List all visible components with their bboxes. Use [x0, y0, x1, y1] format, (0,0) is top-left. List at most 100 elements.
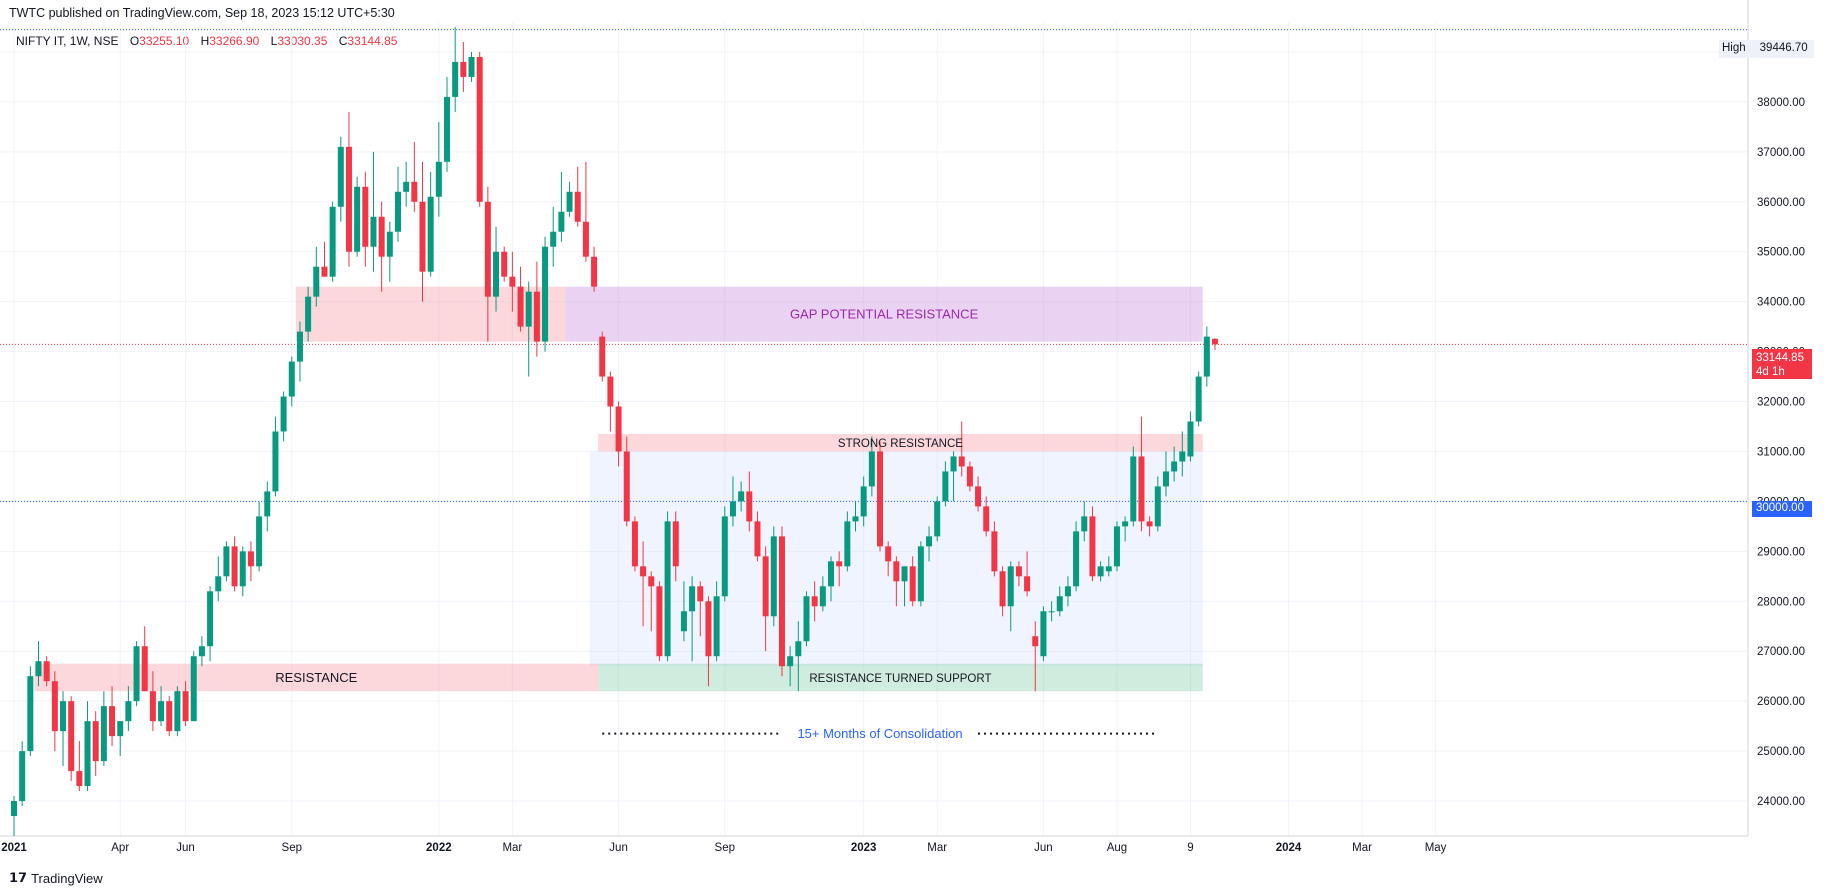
- candle-body: [1187, 421, 1194, 457]
- candle: [1130, 446, 1137, 527]
- candle: [917, 541, 924, 607]
- candle: [582, 161, 589, 262]
- symbol-name[interactable]: NIFTY IT, 1W, NSE: [16, 34, 119, 48]
- candle-body: [558, 211, 565, 232]
- candle: [280, 391, 287, 442]
- candle: [991, 521, 998, 577]
- candle: [966, 461, 973, 492]
- high-label: H: [200, 34, 210, 48]
- x-tick-label: Sep: [715, 842, 735, 854]
- candle: [329, 201, 336, 282]
- x-tick-label: Jun: [1034, 842, 1053, 854]
- candle-body: [999, 571, 1006, 607]
- candle: [550, 206, 557, 267]
- candle-body: [1105, 566, 1112, 572]
- level-price-tag: 30000.00: [1752, 501, 1812, 517]
- candle-body: [109, 706, 116, 737]
- candle: [885, 541, 892, 577]
- candle: [689, 576, 696, 662]
- candle-body: [713, 596, 720, 657]
- candle-body: [215, 576, 222, 592]
- candle: [427, 171, 434, 277]
- candle: [1203, 326, 1210, 387]
- zone-label: RESISTANCE: [275, 670, 357, 685]
- candle: [975, 476, 982, 512]
- candle-body: [435, 161, 442, 197]
- candle-body: [631, 521, 638, 567]
- candle-body: [133, 646, 140, 702]
- x-tick-label: 2021: [1, 842, 27, 854]
- x-tick-label: Jun: [176, 842, 195, 854]
- candle-body: [819, 586, 826, 607]
- candle-body: [476, 56, 483, 202]
- candle: [419, 161, 426, 302]
- current-price-value: 33144.85: [1756, 352, 1804, 364]
- x-tick-label: 2022: [426, 842, 452, 854]
- candle: [362, 171, 369, 267]
- candle: [795, 621, 802, 692]
- candle: [198, 636, 205, 667]
- x-tick-label: Mar: [502, 842, 522, 854]
- candle: [558, 171, 565, 242]
- candle: [1154, 476, 1161, 532]
- candle: [542, 236, 549, 352]
- candle-body: [901, 566, 908, 582]
- zone-label: STRONG RESISTANCE: [838, 438, 963, 450]
- candle: [370, 151, 377, 272]
- candle: [844, 511, 851, 572]
- y-tick-label: 38000.00: [1757, 97, 1805, 109]
- candle: [787, 646, 794, 687]
- candle: [394, 166, 401, 242]
- candle: [1056, 586, 1063, 617]
- candle: [68, 696, 75, 782]
- candle-body: [92, 721, 99, 762]
- candle: [493, 226, 500, 312]
- candle-body: [729, 501, 736, 517]
- candle-body: [484, 201, 491, 297]
- y-tick-label: 37000.00: [1757, 147, 1805, 159]
- candle-body: [542, 246, 549, 342]
- x-tick-label: Aug: [1107, 842, 1127, 854]
- candle: [762, 546, 769, 652]
- candle-body: [762, 556, 769, 617]
- candle: [640, 541, 647, 627]
- candle: [860, 476, 867, 527]
- candle-body: [975, 486, 982, 507]
- candle-body: [599, 336, 606, 377]
- candle-body: [329, 206, 336, 277]
- consolidation-label: 15+ Months of Consolidation: [797, 726, 962, 741]
- open-label: O: [129, 34, 140, 48]
- candle: [1007, 561, 1014, 632]
- candle: [828, 556, 834, 602]
- candle: [819, 576, 826, 612]
- candle-body: [828, 561, 834, 587]
- candle-body: [501, 251, 508, 277]
- candle-body: [1138, 456, 1145, 522]
- candle-body: [468, 56, 475, 77]
- candle: [444, 76, 451, 172]
- tradingview-logo[interactable]: 𝟭𝟳 TradingView: [9, 870, 103, 886]
- candle-body: [738, 491, 745, 502]
- candle-body: [321, 266, 328, 277]
- candle: [705, 596, 712, 687]
- candle-body: [877, 451, 884, 547]
- candle-body: [656, 586, 663, 657]
- y-tick-label: 29000.00: [1757, 546, 1805, 558]
- candle-body: [117, 721, 124, 737]
- candle-body: [574, 191, 581, 222]
- candle-body: [149, 691, 156, 722]
- candle: [256, 501, 263, 572]
- candle-body: [672, 521, 679, 567]
- candle-body: [1179, 451, 1186, 462]
- candle-body: [460, 61, 467, 77]
- candle: [591, 246, 598, 292]
- candle: [435, 121, 442, 217]
- candle-body: [860, 486, 867, 517]
- candle-body: [190, 656, 197, 722]
- candle: [1081, 501, 1088, 542]
- candle: [1179, 431, 1186, 477]
- candle: [109, 686, 116, 747]
- candle: [713, 581, 720, 662]
- candle: [231, 536, 238, 592]
